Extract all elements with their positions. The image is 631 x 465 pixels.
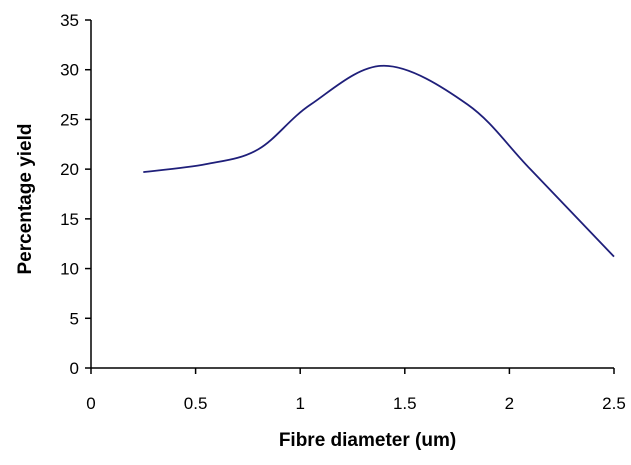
x-tick-label: 2.5: [602, 394, 626, 413]
x-tick-label: 0: [86, 394, 95, 413]
ticks: 0 5 10 15 20 25 30 35 0 0.5 1 1.5 2 2.5: [60, 11, 626, 413]
y-tick-label: 15: [60, 210, 79, 229]
y-axis-title: Percentage yield: [15, 123, 36, 274]
series: [143, 64, 615, 258]
y-tick-label: 25: [60, 110, 79, 129]
y-tick-label: 0: [70, 359, 79, 378]
axes: [90, 20, 614, 369]
x-tick-label: 2: [505, 394, 514, 413]
y-tick-label: 20: [60, 160, 79, 179]
y-tick-label: 10: [60, 260, 79, 279]
y-tick-label: 5: [70, 309, 79, 328]
x-tick-label: 1: [295, 394, 304, 413]
y-tick-label: 35: [60, 11, 79, 30]
y-tick-label: 30: [60, 61, 79, 80]
x-axis-title: Fibre diameter (um): [279, 430, 456, 451]
x-tick-label: 0.5: [184, 394, 208, 413]
series-line: [143, 64, 615, 258]
x-tick-label: 1.5: [393, 394, 417, 413]
